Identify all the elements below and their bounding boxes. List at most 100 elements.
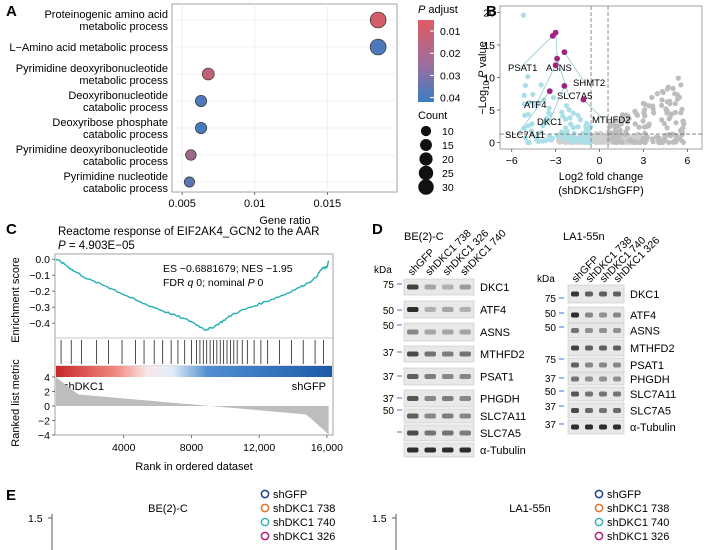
panel-d-band	[442, 447, 454, 453]
panel-b-point-up	[643, 123, 649, 130]
panel-d-band	[599, 291, 607, 297]
panel-b-point-down	[570, 139, 576, 146]
panel-b-gene-point	[554, 55, 560, 62]
panel-b-point-down	[583, 139, 589, 145]
panel-a-size-legend-dot	[420, 139, 432, 151]
panel-b-point-up	[670, 85, 676, 92]
panel-d-band	[585, 291, 593, 297]
panel-d-band	[442, 413, 454, 419]
panel-b-point-up	[613, 118, 619, 124]
panel-d-band	[599, 345, 607, 351]
panel-b-point-down	[567, 115, 573, 121]
panel-a-size-legend-label: 20	[442, 154, 454, 166]
panel-c-es-tick-label: −0.2	[29, 286, 50, 298]
panel-b-point-down	[559, 109, 565, 115]
panel-b-gene-point	[561, 83, 568, 89]
panel-label-e: E	[6, 487, 16, 504]
panel-b-x-tick-label: −6	[506, 155, 518, 167]
panel-d-band	[424, 374, 436, 379]
panel-d-band	[407, 329, 419, 335]
panel-c-x-tick-label: 16,000	[311, 442, 343, 454]
panel-b-gene-point	[580, 96, 587, 103]
panel-a-size-legend: 10 15 20 25 30	[418, 125, 454, 195]
panel-e-left-legend: shGFP shDKC1 738 shDKC1 740 shDKC1 326	[260, 489, 335, 543]
panel-e-legend-marker	[260, 531, 270, 541]
panel-b-point-down	[564, 128, 570, 134]
panel-b-point-up	[654, 91, 660, 97]
panel-e-legend-marker	[260, 489, 270, 499]
panel-d-band	[424, 447, 436, 453]
panel-b-point-up	[642, 113, 648, 119]
panel-b-point-down	[533, 136, 540, 143]
panel-d-band	[407, 374, 419, 379]
panel-d-blot-strip	[403, 442, 475, 458]
panel-a-dot	[195, 95, 208, 107]
panel-d-blot-strip	[403, 389, 475, 408]
panel-b-y-tick-label: 5	[489, 105, 495, 117]
panel-d-band	[424, 329, 436, 335]
panel-d-marker-label: 50	[545, 309, 557, 320]
panel-a-size-legend-label: 15	[442, 140, 454, 152]
panel-b-point-down	[522, 112, 528, 118]
panel-b-gene-leader	[548, 85, 565, 123]
panel-c-x-ticks: 4000 8000 12,000 16,000	[112, 435, 343, 454]
panel-b-point-down	[568, 121, 574, 127]
panel-a-x-label: Gene ratio	[259, 215, 310, 227]
panel-c-title: Reactome response of EIF2AK4_GCN2 to the…	[58, 226, 319, 238]
panel-d-band	[571, 312, 579, 318]
panel-d-band	[459, 447, 471, 453]
panel-d-marker-label: 50	[545, 387, 557, 398]
panel-b-gene-point	[546, 88, 553, 95]
panel-b-point-up	[672, 137, 678, 143]
panel-b-point-ns	[632, 133, 638, 139]
panel-d-band	[407, 430, 419, 436]
panel-e-right-legend: shGFP shDKC1 738 shDKC1 740 shDKC1 326	[594, 489, 669, 543]
panel-b-y-tick-label: 15	[483, 40, 495, 52]
panel-d-band	[599, 424, 607, 430]
panel-e-legend-marker	[594, 517, 604, 527]
panel-d-marker-label: 37	[545, 420, 557, 431]
panel-d-blot-strip	[567, 284, 625, 304]
panel-d-blot-strip	[567, 386, 625, 402]
panel-d-blot-strip	[403, 408, 475, 424]
panel-a-term-label: Proteinogenic amino acid metabolic proces…	[44, 9, 168, 33]
panel-d-band	[599, 362, 607, 368]
panel-b-point-up	[633, 139, 639, 145]
panel-b-point-ns	[595, 137, 601, 143]
panel-b-point-up	[651, 110, 657, 116]
panel-b-point-down	[588, 124, 594, 130]
panel-b-point-down	[530, 91, 536, 98]
panel-d-band	[585, 424, 593, 430]
panel-b-point-up	[677, 127, 684, 134]
panel-b-point-down	[570, 110, 576, 116]
panel-a-term-label: Deoxyribose phosphate catabolic process	[52, 117, 168, 141]
panel-a-size-legend-title: Count	[418, 110, 447, 122]
panel-b-point-up	[610, 133, 617, 139]
panel-b-point-down	[560, 113, 566, 119]
panel-b-point-up	[619, 117, 626, 123]
panel-c-es-tick-label: −0.1	[29, 270, 50, 282]
panel-b-point-up	[640, 118, 646, 124]
panel-d-marker-label: 50	[383, 321, 395, 332]
panel-b-gene-leader	[564, 51, 586, 84]
panel-e-legend-label: shGFP	[273, 489, 307, 501]
panel-c-hit-ticks	[60, 340, 324, 364]
panel-d-marker-label: 37	[383, 372, 395, 383]
panel-d-band	[613, 345, 621, 351]
panel-d-band	[599, 312, 607, 318]
panel-c-stats-2: FDR q 0; nominal P 0	[163, 277, 264, 289]
panel-b-point-up	[633, 110, 639, 117]
panel-a-size-legend-label: 25	[442, 168, 454, 180]
panel-b-point-up	[624, 125, 631, 131]
panel-a-size-legend-label: 30	[442, 182, 454, 194]
panel-e-legend-label: shDKC1 738	[607, 503, 669, 515]
panel-b-gene-point	[552, 29, 559, 36]
panel-a-x-tick-label: 0.005	[168, 198, 196, 210]
panel-d-band	[613, 376, 621, 382]
panel-b-gene-point	[561, 49, 568, 56]
panel-c-gsea: Reactome response of EIF2AK4_GCN2 to the…	[10, 226, 343, 473]
panel-d-band	[442, 374, 454, 379]
